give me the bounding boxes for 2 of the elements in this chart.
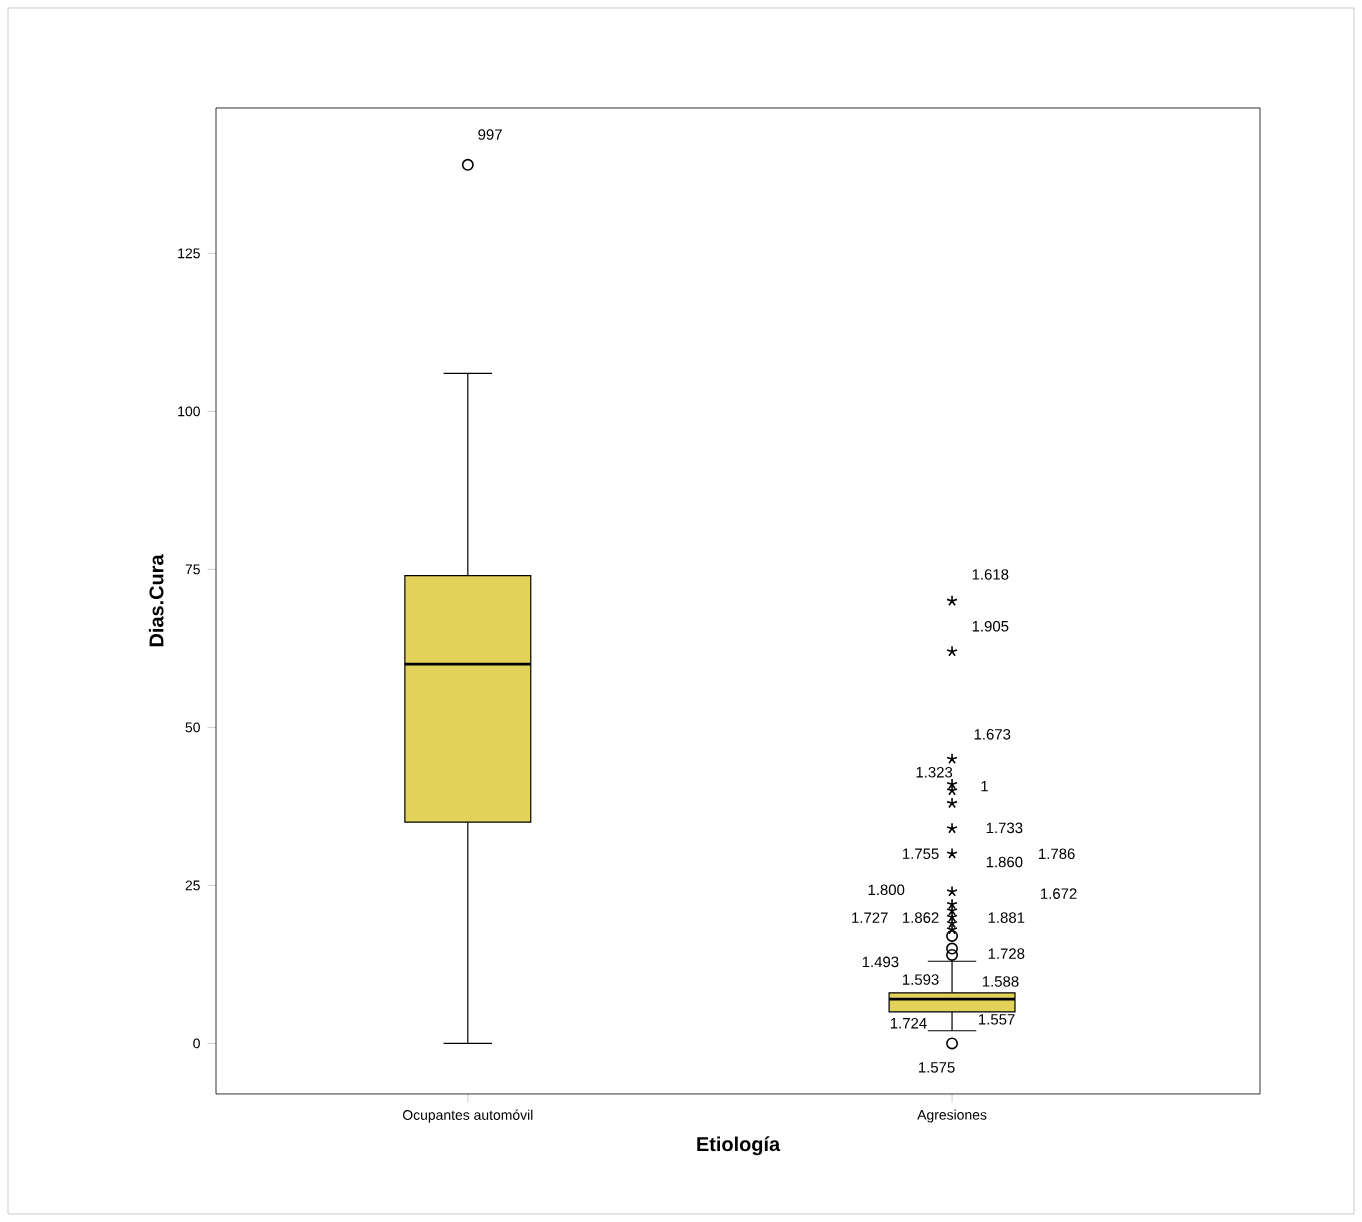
x-axis-title: Etiología xyxy=(697,1136,781,1156)
y-axis-title: Dias.Cura xyxy=(148,554,164,647)
